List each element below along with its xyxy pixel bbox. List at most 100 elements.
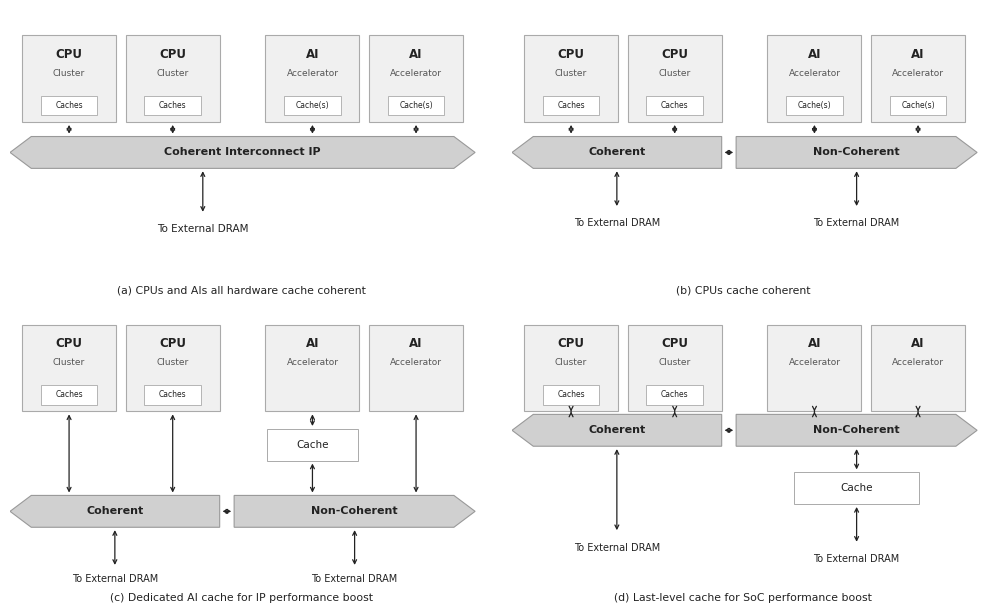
- Text: To External DRAM: To External DRAM: [573, 218, 659, 229]
- Polygon shape: [735, 136, 976, 168]
- FancyBboxPatch shape: [369, 324, 462, 411]
- FancyBboxPatch shape: [125, 324, 220, 411]
- Text: (a) CPUs and AIs all hardware cache coherent: (a) CPUs and AIs all hardware cache cohe…: [116, 286, 365, 295]
- Text: Cluster: Cluster: [555, 358, 587, 367]
- Text: Caches: Caches: [55, 101, 83, 110]
- Text: CPU: CPU: [55, 48, 82, 61]
- Polygon shape: [512, 414, 721, 446]
- Polygon shape: [512, 136, 721, 168]
- Text: Caches: Caches: [660, 101, 688, 110]
- FancyBboxPatch shape: [369, 35, 462, 122]
- Text: To External DRAM: To External DRAM: [812, 554, 899, 564]
- FancyBboxPatch shape: [785, 96, 842, 115]
- Text: Cluster: Cluster: [555, 69, 587, 78]
- Text: AI: AI: [409, 337, 422, 350]
- Text: Accelerator: Accelerator: [390, 358, 441, 367]
- FancyBboxPatch shape: [793, 472, 919, 504]
- FancyBboxPatch shape: [125, 35, 220, 122]
- FancyBboxPatch shape: [627, 324, 721, 411]
- Text: CPU: CPU: [159, 337, 186, 350]
- Text: Cluster: Cluster: [156, 69, 189, 78]
- FancyBboxPatch shape: [646, 96, 702, 115]
- Polygon shape: [234, 496, 474, 527]
- Text: Caches: Caches: [557, 391, 585, 400]
- FancyBboxPatch shape: [871, 324, 964, 411]
- Text: (b) CPUs cache coherent: (b) CPUs cache coherent: [675, 286, 809, 295]
- Text: AI: AI: [911, 337, 924, 350]
- Text: Non-Coherent: Non-Coherent: [812, 425, 899, 435]
- Text: AI: AI: [305, 48, 319, 61]
- Text: Caches: Caches: [55, 391, 83, 400]
- Text: Cache(s): Cache(s): [796, 101, 830, 110]
- FancyBboxPatch shape: [889, 96, 945, 115]
- Text: To External DRAM: To External DRAM: [156, 224, 249, 234]
- Text: Accelerator: Accelerator: [390, 69, 441, 78]
- FancyBboxPatch shape: [524, 35, 618, 122]
- Text: (c) Dedicated AI cache for IP performance boost: (c) Dedicated AI cache for IP performanc…: [109, 593, 372, 602]
- Text: AI: AI: [409, 48, 422, 61]
- Text: Coherent: Coherent: [86, 507, 143, 516]
- Text: Coherent Interconnect IP: Coherent Interconnect IP: [164, 148, 321, 157]
- Text: Accelerator: Accelerator: [787, 69, 840, 78]
- Text: Cluster: Cluster: [53, 358, 85, 367]
- Polygon shape: [10, 136, 474, 168]
- Text: AI: AI: [806, 337, 820, 350]
- Text: Caches: Caches: [158, 101, 187, 110]
- Text: CPU: CPU: [661, 48, 687, 61]
- FancyBboxPatch shape: [766, 35, 861, 122]
- Text: Coherent: Coherent: [588, 148, 645, 157]
- Text: Cluster: Cluster: [156, 358, 189, 367]
- FancyBboxPatch shape: [627, 35, 721, 122]
- FancyBboxPatch shape: [871, 35, 964, 122]
- Polygon shape: [735, 414, 976, 446]
- Text: AI: AI: [911, 48, 924, 61]
- Text: CPU: CPU: [557, 337, 584, 350]
- FancyBboxPatch shape: [22, 324, 116, 411]
- Text: Accelerator: Accelerator: [286, 358, 338, 367]
- Text: Caches: Caches: [660, 391, 688, 400]
- Text: To External DRAM: To External DRAM: [311, 575, 397, 584]
- Text: Coherent: Coherent: [588, 425, 645, 435]
- Text: CPU: CPU: [159, 48, 186, 61]
- Text: (d) Last-level cache for SoC performance boost: (d) Last-level cache for SoC performance…: [614, 593, 872, 602]
- Text: CPU: CPU: [557, 48, 584, 61]
- Text: AI: AI: [305, 337, 319, 350]
- Text: To External DRAM: To External DRAM: [573, 543, 659, 552]
- Text: Cache(s): Cache(s): [399, 101, 432, 110]
- FancyBboxPatch shape: [41, 96, 97, 115]
- FancyBboxPatch shape: [646, 385, 702, 405]
- Text: AI: AI: [806, 48, 820, 61]
- FancyBboxPatch shape: [766, 324, 861, 411]
- FancyBboxPatch shape: [267, 429, 358, 461]
- FancyBboxPatch shape: [22, 35, 116, 122]
- Text: CPU: CPU: [55, 337, 82, 350]
- FancyBboxPatch shape: [144, 385, 201, 405]
- Text: Cache(s): Cache(s): [901, 101, 934, 110]
- Text: Cluster: Cluster: [53, 69, 85, 78]
- FancyBboxPatch shape: [524, 324, 618, 411]
- FancyBboxPatch shape: [41, 385, 97, 405]
- FancyBboxPatch shape: [144, 96, 201, 115]
- Text: Non-Coherent: Non-Coherent: [812, 148, 899, 157]
- Text: Cache(s): Cache(s): [295, 101, 329, 110]
- FancyBboxPatch shape: [387, 96, 443, 115]
- Text: To External DRAM: To External DRAM: [812, 218, 899, 229]
- Text: Cluster: Cluster: [658, 69, 690, 78]
- Text: CPU: CPU: [661, 337, 687, 350]
- FancyBboxPatch shape: [284, 96, 340, 115]
- Text: Accelerator: Accelerator: [892, 358, 943, 367]
- Text: Caches: Caches: [158, 391, 187, 400]
- Text: Accelerator: Accelerator: [892, 69, 943, 78]
- FancyBboxPatch shape: [265, 35, 359, 122]
- Text: Accelerator: Accelerator: [787, 358, 840, 367]
- FancyBboxPatch shape: [265, 324, 359, 411]
- Polygon shape: [10, 496, 220, 527]
- Text: Cache: Cache: [296, 440, 328, 450]
- FancyBboxPatch shape: [543, 96, 599, 115]
- Text: Cluster: Cluster: [658, 358, 690, 367]
- FancyBboxPatch shape: [543, 385, 599, 405]
- Text: Accelerator: Accelerator: [286, 69, 338, 78]
- Text: To External DRAM: To External DRAM: [71, 575, 157, 584]
- Text: Cache: Cache: [840, 483, 872, 493]
- Text: Non-Coherent: Non-Coherent: [311, 507, 397, 516]
